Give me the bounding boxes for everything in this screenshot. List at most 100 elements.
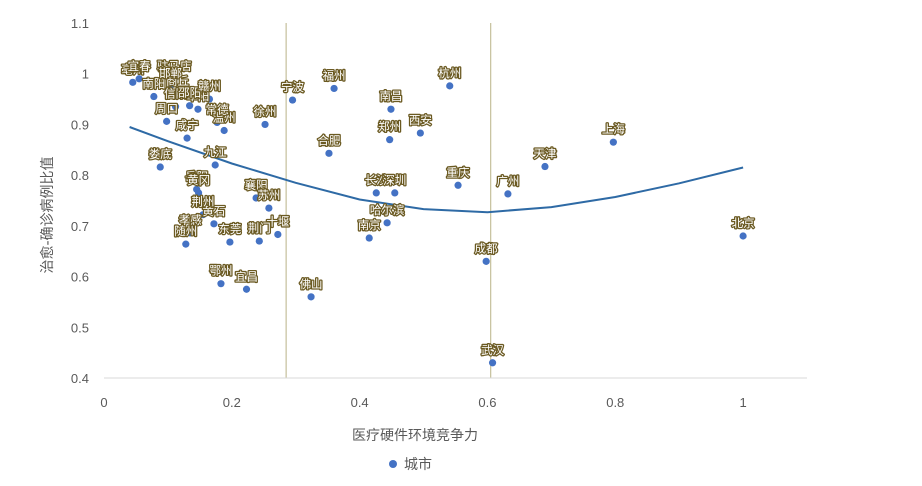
data-point	[182, 240, 190, 248]
point-label: 周口	[155, 101, 178, 115]
point-label: 苏州	[257, 188, 280, 202]
point-label: 赣州	[198, 79, 221, 93]
point-label: 重庆	[447, 165, 470, 179]
point-label: 阜阳	[186, 89, 209, 103]
point-label: 武汉	[481, 343, 504, 357]
x-tick-label: 0.8	[606, 395, 624, 410]
point-label: 娄底	[149, 147, 172, 161]
point-label: 随州	[174, 224, 197, 238]
point-label: 南阳	[142, 77, 165, 91]
y-tick-label: 1.1	[71, 16, 89, 31]
y-tick-label: 0.8	[71, 168, 89, 183]
x-tick-label: 0	[100, 395, 107, 410]
point-label: 徐州	[254, 104, 277, 118]
data-point	[365, 234, 373, 242]
legend: 城市	[389, 456, 432, 473]
data-point	[135, 75, 143, 83]
point-label: 鄂州	[209, 264, 232, 278]
point-label: 郑州	[378, 120, 401, 134]
point-label: 杭州	[438, 66, 461, 80]
data-points	[129, 75, 747, 367]
x-tick-label: 0.6	[478, 395, 496, 410]
legend-label: 城市	[404, 456, 432, 473]
y-tick-label: 0.5	[71, 320, 89, 335]
data-point	[173, 90, 182, 98]
point-label: 温州	[213, 111, 236, 125]
data-point	[255, 237, 263, 245]
y-tick-label: 0.9	[71, 117, 89, 132]
data-point	[210, 220, 218, 228]
data-point	[186, 229, 194, 237]
point-label: 西安	[409, 113, 432, 127]
data-point	[194, 105, 202, 113]
data-point	[330, 84, 338, 93]
data-point	[386, 136, 394, 144]
data-point	[288, 96, 297, 104]
point-label: 广州	[496, 174, 519, 188]
data-point	[504, 190, 512, 198]
data-point	[391, 189, 399, 197]
data-point	[307, 293, 315, 301]
point-label: 邵阳	[178, 86, 201, 100]
point-label: 宁波	[281, 80, 304, 94]
data-point	[265, 204, 273, 212]
x-tick-label: 0.2	[223, 395, 241, 410]
data-point	[252, 194, 260, 202]
data-point	[416, 129, 424, 137]
point-label: 黄石	[202, 204, 225, 218]
y-tick-label: 0.6	[71, 270, 89, 285]
x-axis-title: 医疗硬件环境竞争力	[352, 427, 478, 444]
data-point	[220, 126, 228, 135]
x-tick-label: 1	[739, 395, 746, 410]
y-tick-label: 1	[82, 67, 89, 82]
data-point	[446, 82, 454, 90]
data-point	[739, 232, 747, 240]
data-point	[217, 280, 225, 288]
point-label: 宜昌	[235, 269, 258, 283]
point-label: 南京	[358, 218, 381, 232]
point-label: 佛山	[300, 277, 323, 291]
point-label: 商丘	[166, 74, 189, 88]
point-label: 上海	[602, 122, 625, 136]
point-label: 亳州	[121, 62, 144, 76]
data-point	[261, 120, 269, 129]
point-label: 荆门	[248, 221, 271, 235]
point-label: 合肥	[317, 133, 340, 147]
data-point	[166, 82, 175, 90]
point-label: 长沙	[365, 173, 388, 187]
data-point	[211, 161, 219, 169]
data-point	[186, 102, 194, 110]
y-tick-label: 0.7	[71, 219, 89, 234]
data-point	[274, 230, 282, 239]
data-point	[609, 138, 617, 146]
y-tick-label: 0.4	[71, 371, 89, 386]
data-point	[194, 189, 203, 197]
data-point	[199, 211, 207, 219]
point-label: 邯郸	[159, 66, 182, 80]
point-label: 宜春	[128, 59, 151, 73]
point-label: 黄冈	[187, 173, 210, 187]
point-label: 咸宁	[176, 118, 199, 132]
y-axis-ticks: 0.4 0.5 0.6 0.7 0.8 0.9 1 1.1	[71, 16, 89, 386]
point-label: 成都	[475, 241, 498, 255]
y-axis-title: 治愈-确诊病例比值	[40, 156, 56, 273]
data-point	[156, 163, 164, 171]
point-label: 常德	[206, 102, 229, 116]
point-label: 深圳	[383, 173, 406, 187]
data-point	[242, 285, 251, 293]
point-label: 信阳	[164, 87, 187, 101]
point-label: 荆州	[192, 195, 215, 209]
data-point	[213, 118, 221, 126]
point-label: 天津	[533, 147, 556, 161]
data-point	[226, 238, 234, 246]
point-label: 东莞	[218, 222, 241, 236]
data-point	[170, 75, 178, 83]
legend-marker	[389, 460, 397, 468]
point-label: 岳阳	[185, 169, 208, 183]
data-point	[454, 181, 462, 189]
data-point	[205, 95, 214, 103]
point-label: 福州	[323, 68, 346, 82]
data-point	[372, 189, 380, 197]
